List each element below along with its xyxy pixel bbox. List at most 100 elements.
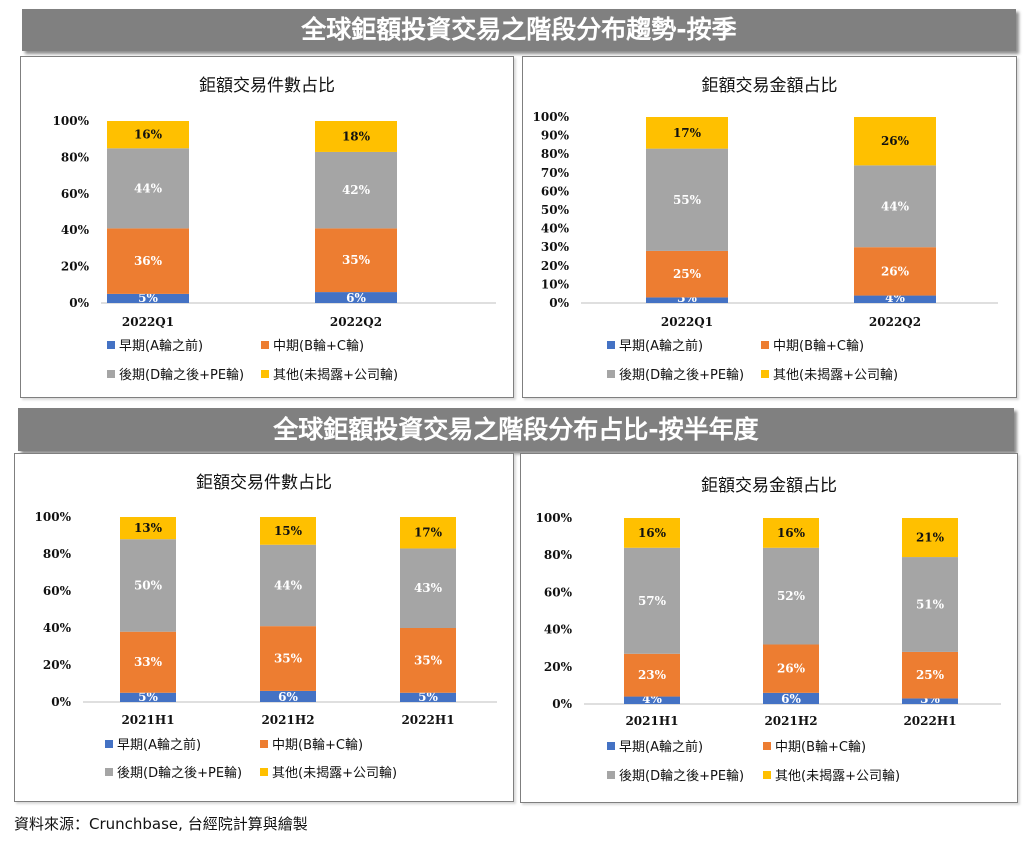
legend-swatch-early [607,742,615,750]
y-tick-label: 80% [43,547,72,561]
x-tick-label: 2022Q1 [122,315,174,329]
data-label-early-2022H1: 5% [418,690,438,704]
data-label-late-2021H2: 52% [777,589,806,603]
y-tick-label: 70% [541,166,570,180]
bar-mid-2021H2 [260,626,316,691]
bar-other-2021H1 [120,517,176,540]
data-label-other-2022Q2: 18% [342,129,371,143]
data-label-other-2022H1: 21% [916,531,945,545]
bar-early-2022Q1 [646,297,728,303]
legend-swatch-late [607,370,615,378]
y-tick-label: 100% [533,110,570,124]
legend-label-mid: 中期(B輪+C輪) [273,338,364,354]
bar-mid-2022Q2 [315,228,397,293]
bar-late-2021H1 [624,547,680,654]
legend-label-other: 其他(未揭露+公司輪) [273,367,398,383]
bar-late-2022Q2 [854,165,936,248]
data-label-late-2021H1: 57% [638,594,667,608]
chart-panel-halfyear-count: 鉅額交易件數占比 0% 20% 40% 60% 80% 100% 5% 33% 50% 13% 202… [14,453,514,802]
bar-late-2022Q2 [315,151,397,229]
data-label-other-2021H1: 13% [134,521,163,535]
legend-swatch-early [107,341,115,349]
chart-halfyear-count: 鉅額交易件數占比 0% 20% 40% 60% 80% 100% 5% 33% 50% 13% 202… [35,473,497,781]
y-tick-label: 100% [536,511,573,525]
bar-early-2021H1 [624,696,680,704]
y-tick-label: 80% [541,147,570,161]
bar-other-2021H1 [624,518,680,548]
legend-swatch-late [105,768,113,776]
data-label-other-2022H1: 17% [414,526,443,540]
legend-label-other: 其他(未揭露+公司輪) [775,768,900,784]
legend-label-early: 早期(A輪之前) [619,338,703,354]
data-label-early-2022Q2: 6% [346,291,366,305]
bar-late-2021H1 [120,539,176,632]
bar-early-2021H1 [120,692,176,702]
y-tick-label: 40% [43,621,72,635]
data-label-early-2022Q1: 5% [138,291,158,305]
y-tick-label: 0% [552,697,572,711]
data-label-other-2021H2: 15% [274,524,303,538]
data-label-other-2022Q1: 17% [673,126,702,140]
bar-other-2021H2 [763,518,819,548]
bar-mid-2022Q2 [854,247,936,296]
legend-swatch-mid [260,740,268,748]
data-label-late-2022Q1: 44% [134,181,163,195]
bar-late-2021H2 [260,544,316,627]
data-label-mid-2022Q2: 26% [881,264,910,278]
chart-quarterly-amount: 鉅額交易金額占比 0% 10% 20% 30% 40% 50% 60% 70% 80% 90% 100… [533,76,998,383]
bar-mid-2022Q1 [646,250,728,298]
data-label-late-2022Q2: 44% [881,199,910,213]
y-tick-label: 20% [43,658,72,672]
legend-swatch-other [260,768,268,776]
y-tick-label: 80% [544,548,573,562]
x-tick-label: 2022H1 [903,714,956,728]
y-tick-label: 0% [69,296,89,310]
bar-mid-2021H1 [120,631,176,693]
y-tick-label: 100% [35,510,72,524]
data-label-mid-2022Q1: 25% [673,267,702,281]
legend-swatch-late [607,771,615,779]
y-tick-label: 60% [544,585,573,599]
bar-other-2022Q1 [107,121,189,149]
legend-swatch-early [607,341,615,349]
bar-other-2022H1 [902,518,958,558]
data-label-other-2022Q2: 26% [881,134,910,148]
bar-early-2021H2 [260,690,316,702]
x-tick-label: 2022Q1 [661,315,713,329]
data-label-other-2021H1: 16% [638,526,667,540]
chart-panel-halfyear-amount: 鉅額交易金額占比 0% 20% 40% 60% 80% 100% 4% 23% 57% 16% 202… [520,453,1018,803]
bar-early-2022H1 [400,692,456,702]
legend-label-early: 早期(A輪之前) [619,739,703,755]
data-label-early-2021H2: 6% [781,692,801,706]
data-label-early-2021H1: 5% [138,690,158,704]
data-label-mid-2021H2: 26% [777,662,806,676]
bar-other-2021H2 [260,517,316,545]
bar-mid-2022H1 [902,651,958,699]
x-tick-label: 2021H2 [261,713,314,727]
data-label-late-2022H1: 43% [414,581,443,595]
x-tick-label: 2022Q2 [869,315,921,329]
half-year-banner: 全球鉅額投資交易之階段分布占比-按半年度 [18,408,1014,451]
y-tick-label: 60% [43,584,72,598]
y-tick-label: 20% [544,660,573,674]
bar-early-2022Q2 [854,295,936,303]
chart-panel-quarterly-count: 鉅額交易件數占比 0% 20% 40% 60% 80% 100% 5% 36% 44% 16% 202… [20,56,514,398]
y-tick-label: 90% [541,129,570,143]
legend-label-late: 後期(D輪之後+PE輪) [619,768,744,784]
bar-early-2022H1 [902,698,958,704]
bar-late-2022H1 [400,548,456,628]
bar-late-2022Q1 [107,148,189,229]
chart-title: 鉅額交易件數占比 [199,76,335,96]
x-tick-label: 2022Q2 [330,315,382,329]
legend-label-mid: 中期(B輪+C輪) [272,737,363,753]
bar-early-2022Q2 [315,292,397,303]
y-tick-label: 40% [61,223,90,237]
data-label-late-2022H1: 51% [916,597,945,611]
bar-other-2022Q2 [854,117,936,166]
y-tick-label: 100% [53,114,90,128]
bar-late-2022Q1 [646,148,728,251]
source-note: 資料來源：Crunchbase, 台經院計算與繪製 [14,815,308,833]
data-label-mid-2022H1: 25% [916,668,945,682]
data-label-other-2022Q1: 16% [134,128,163,142]
bar-mid-2022H1 [400,628,456,693]
